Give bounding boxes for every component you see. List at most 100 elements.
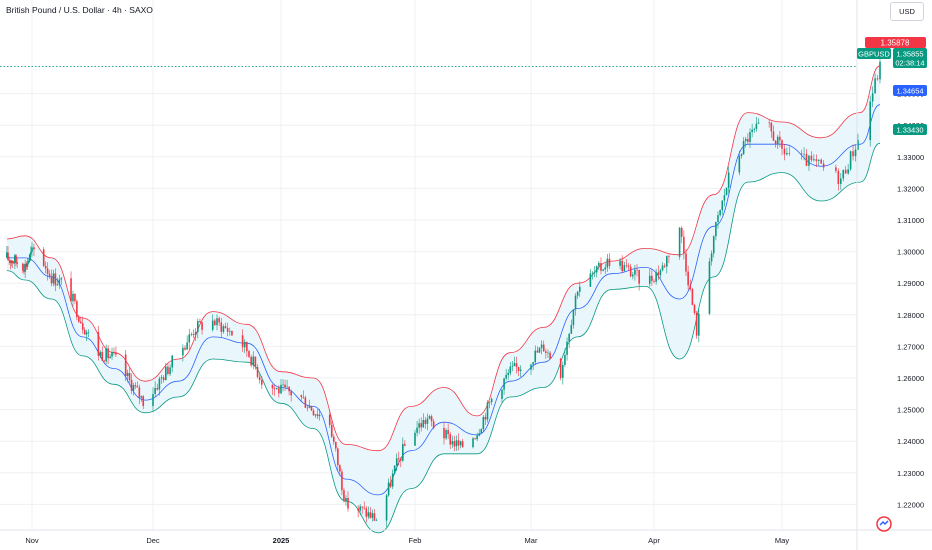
candle-body <box>517 366 520 371</box>
upper-band-label-bg <box>865 37 926 48</box>
y-tick-label: 1.26000 <box>897 374 924 383</box>
candle-body <box>576 291 579 296</box>
candle-body <box>490 398 493 403</box>
candle-body <box>844 169 847 174</box>
candle-body <box>345 498 347 502</box>
candle-body <box>715 221 717 237</box>
candle-body <box>747 138 749 142</box>
y-tick-label: 1.33000 <box>897 153 924 162</box>
price-labels: 1.35878 GBPUSD 1.35855 02:38:14 1.34654 … <box>857 37 927 135</box>
candle-body <box>23 270 25 272</box>
candle-body <box>568 333 570 342</box>
candle-body <box>300 395 303 398</box>
candle-body <box>231 330 233 336</box>
candle-body <box>691 289 694 305</box>
candle-body <box>595 266 598 273</box>
candle-body <box>648 275 651 284</box>
candle-body <box>190 333 193 335</box>
candle-body <box>519 369 522 371</box>
lower-band-label-bg <box>893 124 927 135</box>
candle-body <box>604 267 607 270</box>
candle-body <box>530 364 532 370</box>
candle-body <box>459 441 462 446</box>
candle-body <box>625 265 628 266</box>
candle-body <box>869 101 871 141</box>
candle-body <box>387 482 390 496</box>
candle-body <box>840 178 842 184</box>
candle-body <box>399 458 402 461</box>
candle-body <box>373 513 376 521</box>
candle-body <box>447 430 449 435</box>
candle-body <box>472 438 474 448</box>
candle-body <box>542 344 545 352</box>
currency-button[interactable]: USD <box>890 2 924 21</box>
y-tick-label: 1.24000 <box>897 437 924 446</box>
candle-body <box>484 416 487 420</box>
candle-body <box>243 341 246 348</box>
candle-body <box>171 355 173 368</box>
candle-body <box>97 332 100 356</box>
candle-body <box>167 366 169 375</box>
candle-body <box>391 473 394 487</box>
candle-body <box>657 272 660 276</box>
candle-body <box>687 271 689 286</box>
candle-body <box>515 363 518 367</box>
candle-body <box>124 354 127 376</box>
candle-body <box>214 320 216 326</box>
x-tick-label: Dec <box>146 536 160 545</box>
candle-body <box>367 512 370 517</box>
candle-body <box>708 261 711 314</box>
candle-body <box>224 326 227 329</box>
candle-body <box>683 236 685 254</box>
candle-body <box>776 136 779 145</box>
candle-body <box>461 441 464 448</box>
candle-body <box>314 414 317 416</box>
candle-body <box>25 263 28 267</box>
candle-body <box>572 309 575 325</box>
tradingview-logo-icon[interactable] <box>876 516 892 532</box>
candle-body <box>278 388 280 394</box>
symbol-tag: GBPUSD <box>858 50 890 59</box>
candle-body <box>852 151 854 157</box>
y-tick-label: 1.25000 <box>897 406 924 415</box>
candle-body <box>241 335 244 348</box>
candle-body <box>430 416 433 422</box>
candle-body <box>443 427 445 439</box>
candle-body <box>666 256 668 267</box>
candle-body <box>727 172 730 188</box>
candle-body <box>132 385 135 391</box>
candle-body <box>339 465 341 472</box>
candle-body <box>786 153 788 155</box>
candle-body <box>742 141 745 155</box>
candle-body <box>50 276 53 284</box>
candle-body <box>428 416 431 419</box>
candle-body <box>783 148 786 155</box>
candle-body <box>280 384 282 394</box>
candle-body <box>184 347 186 350</box>
candle-body <box>343 490 345 502</box>
y-tick-label: 1.29000 <box>897 279 924 288</box>
candle-body <box>192 333 195 336</box>
candle-body <box>248 351 250 357</box>
candle-body <box>453 441 456 447</box>
candle-body <box>310 405 313 411</box>
candle-body <box>288 386 290 392</box>
chart-title: British Pound / U.S. Dollar · 4h · SAXO <box>6 5 153 15</box>
candle-body <box>837 170 840 184</box>
candle-body <box>457 440 460 446</box>
candle-body <box>638 270 640 284</box>
y-tick-label: 1.22000 <box>897 500 924 509</box>
candle-body <box>651 275 653 281</box>
candle-body <box>813 159 815 161</box>
candle-body <box>574 295 577 310</box>
candle-body <box>629 266 632 277</box>
candle-body <box>369 512 372 518</box>
candle-body <box>14 255 16 264</box>
candle-body <box>134 385 137 387</box>
x-tick-label: Feb <box>409 536 422 545</box>
grid <box>0 0 857 530</box>
symbol-tag-bg <box>857 48 891 59</box>
candle-body <box>78 317 80 322</box>
candle-body <box>593 272 596 274</box>
